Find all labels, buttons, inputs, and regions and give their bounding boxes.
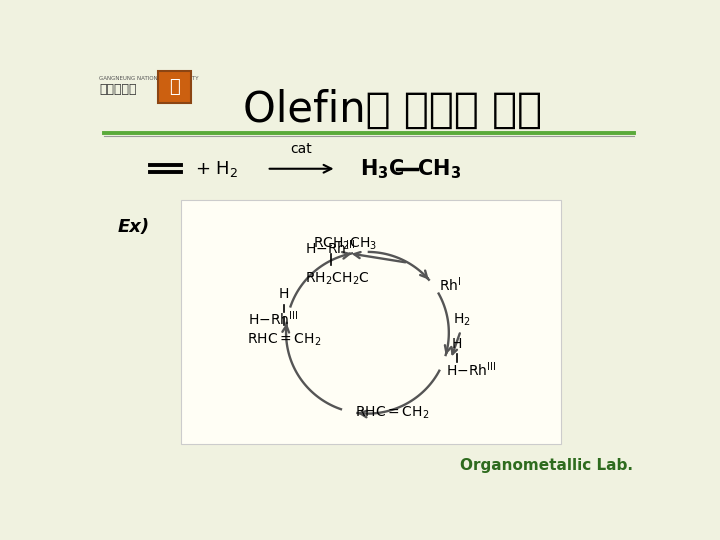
Text: RHC$=$CH$_2$: RHC$=$CH$_2$ [356,405,430,421]
Text: H$_2$: H$_2$ [454,312,471,328]
Text: cat: cat [291,143,312,157]
Text: Rh$^{\mathregular{I}}$: Rh$^{\mathregular{I}}$ [438,275,462,294]
Text: RHC$=$CH$_2$: RHC$=$CH$_2$ [247,332,321,348]
Text: 강릉대학교: 강릉대학교 [99,83,137,96]
Text: Olefin의 수소화 반응: Olefin의 수소화 반응 [243,89,542,131]
Text: H$-$Rh$^{\mathregular{III}}$: H$-$Rh$^{\mathregular{III}}$ [446,360,496,379]
Text: 品: 品 [169,78,180,96]
FancyBboxPatch shape [158,71,191,103]
Text: H: H [451,337,462,350]
Text: Organometallic Lab.: Organometallic Lab. [459,458,632,473]
FancyBboxPatch shape [181,200,561,444]
Text: GANGNEUNG NATIONAL UNIVERSITY: GANGNEUNG NATIONAL UNIVERSITY [99,76,199,80]
Text: H: H [279,287,289,301]
Text: Ex): Ex) [117,218,149,235]
Text: $\mathbf{H_3C}$: $\mathbf{H_3C}$ [360,157,404,180]
Text: $+\ \mathrm{H}_2$: $+\ \mathrm{H}_2$ [195,159,239,179]
Text: RCH$_2$CH$_3$: RCH$_2$CH$_3$ [312,235,377,252]
Text: H$-$Rh$^{\mathregular{III}}$: H$-$Rh$^{\mathregular{III}}$ [248,310,298,328]
Text: $\mathbf{CH_3}$: $\mathbf{CH_3}$ [417,157,461,180]
Text: RH$_2$CH$_2$C: RH$_2$CH$_2$C [305,271,369,287]
Text: H$-$Rh$^{\mathregular{III}}$: H$-$Rh$^{\mathregular{III}}$ [305,238,355,257]
